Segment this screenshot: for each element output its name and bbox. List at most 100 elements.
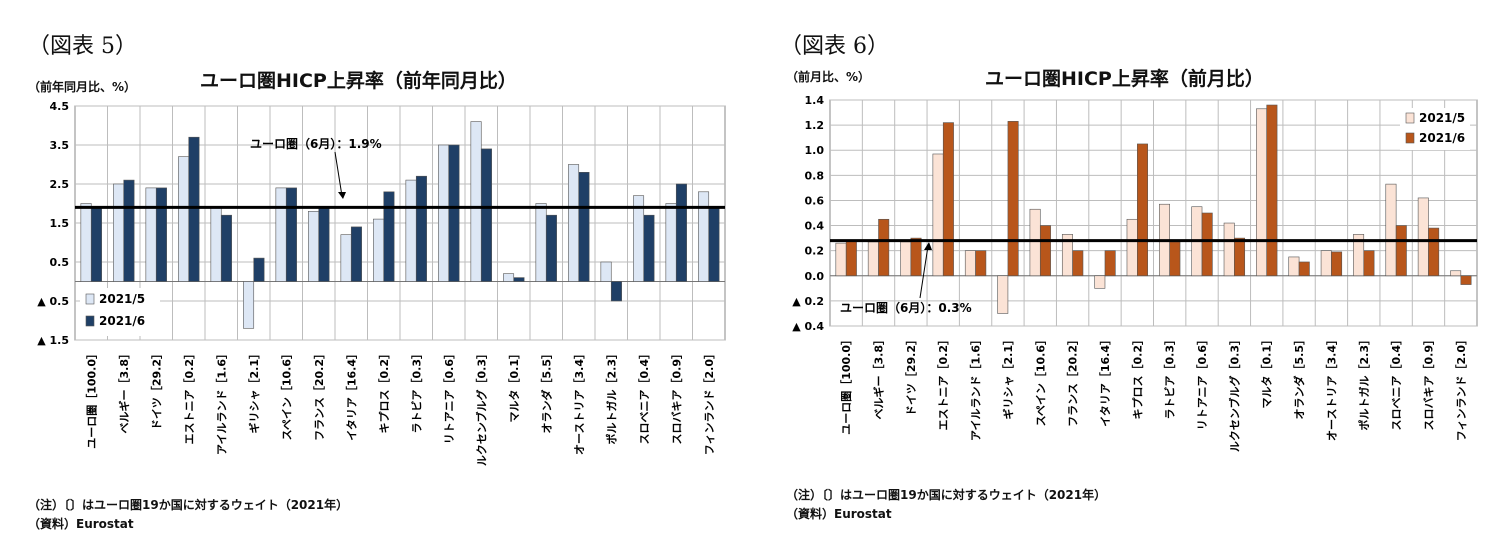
legend-label: 2021/6 <box>1419 131 1465 145</box>
x-tick-label: ドイツ［29.2］ <box>904 334 918 416</box>
bar <box>1072 250 1084 277</box>
x-tick-label: ルクセンブルグ［0.3］ <box>1227 334 1241 452</box>
x-tick-label: ラトビア［0.3］ <box>409 348 423 434</box>
bar <box>318 207 330 282</box>
bar <box>275 187 287 282</box>
x-tick-label: イタリア［16.4］ <box>1098 334 1112 427</box>
bar <box>80 203 92 282</box>
figure6-title: ユーロ圏HICP上昇率（前月比） <box>985 68 1264 90</box>
bar <box>1395 225 1407 277</box>
bar <box>210 207 222 282</box>
bar <box>1428 227 1440 277</box>
figure5-unit-label: （前年同月比、%） <box>28 80 137 94</box>
bar <box>1266 104 1278 277</box>
x-tick-label: ベルギー［3.8］ <box>872 334 886 420</box>
bar <box>1126 218 1138 277</box>
bar <box>1201 212 1213 277</box>
x-tick-label: マルタ［0.1］ <box>507 348 521 423</box>
bar <box>513 277 525 282</box>
bar <box>1029 208 1041 277</box>
bar <box>123 179 135 282</box>
bar <box>1450 270 1462 277</box>
y-tick-label: 1.2 <box>805 119 825 132</box>
x-tick-label: リトアニア［0.6］ <box>1195 334 1209 430</box>
bar <box>383 191 395 282</box>
bar <box>253 257 265 282</box>
figure6-note: （注）〔〕はユーロ圏19か国に対するウェイト（2021年） <box>786 488 1107 502</box>
bar <box>1104 250 1116 277</box>
bar <box>964 250 976 277</box>
annotation-arrowhead <box>338 192 346 199</box>
y-tick-label: 1.0 <box>805 144 825 157</box>
bar <box>448 144 460 282</box>
figure5-label: （図表 5） <box>28 34 137 59</box>
x-tick-label: マルタ［0.1］ <box>1260 334 1274 409</box>
y-tick-label: 0.8 <box>805 169 825 182</box>
x-tick-label: ポルトガル［2.3］ <box>1357 334 1371 431</box>
bar <box>340 234 352 282</box>
x-tick-label: エストニア［0.2］ <box>936 334 950 431</box>
bar <box>665 203 677 282</box>
bar <box>1039 225 1051 277</box>
x-tick-label: ギリシャ［2.1］ <box>1001 334 1015 420</box>
bar <box>1460 275 1472 285</box>
bar <box>1169 241 1181 277</box>
bar <box>878 218 890 277</box>
y-tick-label: 1.4 <box>805 94 825 107</box>
bar <box>90 207 102 282</box>
annotation-arrow <box>919 245 929 299</box>
bar <box>578 172 590 282</box>
x-tick-label: アイルランド［1.6］ <box>969 334 983 441</box>
x-tick-label: キプロス［0.2］ <box>1130 334 1144 420</box>
y-tick-label: ▲ 1.5 <box>37 334 69 347</box>
legend-swatch <box>1405 132 1415 144</box>
x-tick-label: リトアニア［0.6］ <box>442 348 456 444</box>
reference-annotation: ユーロ圏（6月）：1.9% <box>250 136 382 151</box>
x-tick-label: スロバキア［0.9］ <box>669 348 683 445</box>
figure5-title: ユーロ圏HICP上昇率（前年同月比） <box>200 70 517 92</box>
y-tick-label: ▲ 0.2 <box>792 295 824 308</box>
y-tick-label: 0.4 <box>805 220 825 233</box>
bar <box>610 281 622 302</box>
bar <box>1363 250 1375 277</box>
bar <box>438 144 450 282</box>
bar <box>975 250 987 277</box>
bar <box>1256 108 1268 277</box>
bar <box>545 214 557 282</box>
bar <box>910 237 922 277</box>
bar <box>1137 143 1148 277</box>
x-tick-label: フィンランド［2.0］ <box>702 348 716 455</box>
y-tick-label: ▲ 0.5 <box>37 295 69 308</box>
bar <box>373 218 385 282</box>
legend-swatch <box>85 315 95 327</box>
annotation-arrowhead <box>924 242 932 250</box>
x-tick-label: スロバキア［0.9］ <box>1421 334 1435 431</box>
bar <box>1417 197 1429 277</box>
x-tick-label: ベルギー［3.8］ <box>117 348 131 434</box>
bar <box>997 275 1009 314</box>
bar <box>867 241 879 277</box>
x-tick-label: ギリシャ［2.1］ <box>247 348 261 434</box>
y-tick-label: 3.5 <box>50 139 70 152</box>
x-tick-label: オーストリア［3.4］ <box>1324 334 1338 441</box>
bar <box>643 214 655 282</box>
x-tick-label: イタリア［16.4］ <box>344 348 358 441</box>
x-tick-label: スペイン［10.6］ <box>279 348 293 440</box>
bar <box>178 156 190 282</box>
bar <box>405 179 417 282</box>
figure6-source: （資料）Eurostat <box>786 507 892 521</box>
legend-label: 2021/6 <box>99 314 145 328</box>
bar <box>308 211 320 282</box>
x-tick-label: ユーロ圏［100.0］ <box>839 334 853 435</box>
bar <box>155 187 167 282</box>
x-tick-label: エストニア［0.2］ <box>182 348 196 445</box>
figure5-source: （資料）Eurostat <box>28 517 134 531</box>
bar <box>480 148 492 282</box>
bar <box>1298 261 1310 277</box>
bar <box>350 226 362 282</box>
figure6-chart: 1.4 1.2 1.0 0.8 0.6 0.4 0.2 0.0 ▲ 0.2 ▲ 0.4 ユーロ圏（6… <box>792 94 1478 452</box>
y-tick-label: 4.5 <box>50 100 70 113</box>
y-tick-label: 0.2 <box>805 245 825 258</box>
annotation-arrow <box>334 151 343 197</box>
figure5-note: （注）〔〕はユーロ圏19か国に対するウェイト（2021年） <box>28 498 349 512</box>
